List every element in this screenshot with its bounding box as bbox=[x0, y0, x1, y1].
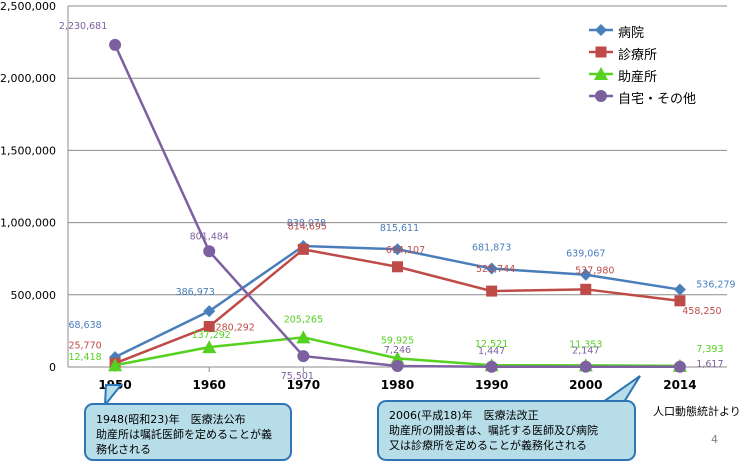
data-label: 59,925 bbox=[381, 335, 414, 346]
y-tick-label: 2,500,000 bbox=[0, 0, 56, 13]
x-tick-label: 2014 bbox=[663, 378, 696, 392]
data-label: 458,250 bbox=[682, 306, 721, 317]
data-point bbox=[108, 358, 123, 372]
data-point bbox=[673, 283, 686, 296]
data-point bbox=[485, 262, 498, 275]
data-label: 537,980 bbox=[575, 265, 614, 276]
legend-swatch bbox=[589, 46, 613, 58]
callout-1948-line1: 1948(昭和23)年 医療法公布 bbox=[96, 413, 246, 426]
data-point bbox=[674, 295, 686, 307]
data-point bbox=[391, 359, 404, 372]
data-point bbox=[202, 340, 217, 354]
data-point bbox=[485, 360, 498, 373]
data-point bbox=[203, 305, 216, 318]
data-label: 11,353 bbox=[569, 339, 602, 350]
x-tick-label: 1960 bbox=[193, 378, 226, 392]
legend-swatch bbox=[589, 90, 613, 102]
legend-marker bbox=[595, 90, 607, 102]
data-label: 536,279 bbox=[696, 280, 735, 291]
y-tick-label: 2,000,000 bbox=[0, 72, 56, 85]
data-label: 7,246 bbox=[384, 345, 411, 356]
data-label: 75,501 bbox=[281, 371, 314, 382]
legend-swatch bbox=[589, 24, 613, 36]
x-tick-label: 1980 bbox=[381, 378, 414, 392]
source-note: 人口動態統計より bbox=[653, 405, 741, 418]
data-label: 681,873 bbox=[472, 243, 511, 254]
data-label: 12,418 bbox=[68, 352, 101, 363]
series-labels-2: 12,418 137,292 205,265 59,925 12,521 11,353 7,… bbox=[68, 314, 723, 363]
data-label: 1,447 bbox=[478, 346, 505, 357]
data-label: 814,695 bbox=[288, 221, 327, 232]
gridlines bbox=[68, 5, 727, 296]
data-point bbox=[673, 360, 686, 373]
series-labels-3: 2,230,681 801,484 75,501 7,246 1,447 2,147 1,6… bbox=[59, 21, 724, 382]
data-label: 801,484 bbox=[190, 231, 229, 242]
data-point bbox=[296, 330, 311, 344]
y-tick-label: 500,000 bbox=[11, 289, 57, 302]
data-label: 386,973 bbox=[176, 287, 215, 298]
callout-2006: 2006(平成18)年 医療法改正 助産所の開設者は、嘱託する医師及び病院 又は… bbox=[377, 400, 636, 461]
data-label: 2,147 bbox=[572, 346, 599, 357]
callout-2006-line3: 又は診療所を定めることが義務化される bbox=[389, 439, 587, 452]
series-labels-0: 68,638 386,973 838,078 815,611 681,873 639,06… bbox=[68, 218, 735, 331]
data-point bbox=[392, 261, 403, 273]
data-point bbox=[203, 321, 215, 333]
series-3 bbox=[109, 38, 686, 373]
data-label: 68,638 bbox=[68, 320, 101, 331]
legend-label: 病院 bbox=[618, 26, 645, 41]
data-label: 815,611 bbox=[380, 223, 419, 234]
plot-area: 68,638 386,973 838,078 815,611 681,873 639,06… bbox=[59, 21, 736, 382]
x-tick-label: 1990 bbox=[475, 378, 508, 392]
legend-marker bbox=[595, 46, 607, 58]
data-point bbox=[391, 243, 404, 256]
callout-2006-line1: 2006(平成18)年 医療法改正 bbox=[389, 409, 539, 422]
page-number: 4 bbox=[711, 433, 718, 446]
y-tick-label: 1,500,000 bbox=[0, 144, 56, 157]
data-point bbox=[579, 268, 592, 281]
data-label: 694,107 bbox=[386, 245, 425, 256]
data-point bbox=[297, 243, 309, 255]
data-point bbox=[486, 285, 498, 297]
data-point bbox=[203, 245, 216, 258]
data-label: 25,770 bbox=[68, 340, 101, 351]
data-point bbox=[297, 350, 310, 363]
callout-1948: 1948(昭和23)年 医療法公布 助産所は嘱託医師を定めることが義務化される bbox=[84, 403, 292, 461]
legend-swatch bbox=[589, 67, 613, 80]
legend-marker bbox=[595, 24, 607, 36]
legend-label: 自宅・その他 bbox=[618, 92, 697, 107]
x-tick-labels: 1950196019701980199020002014 bbox=[98, 378, 696, 392]
x-tick-label: 2000 bbox=[569, 378, 602, 392]
legend-label: 診療所 bbox=[618, 48, 658, 63]
y-tick-labels: 0 500,000 1,000,000 1,500,000 2,000,000 2,500… bbox=[0, 0, 56, 374]
x-tick-label: 1970 bbox=[287, 378, 320, 392]
data-label: 280,292 bbox=[216, 323, 255, 334]
data-label: 2,230,681 bbox=[59, 21, 107, 32]
data-point bbox=[579, 360, 592, 373]
y-tick-label: 0 bbox=[49, 361, 56, 374]
data-label: 1,617 bbox=[696, 359, 723, 370]
callout-2006-line2: 助産所の開設者は、嘱託する医師及び病院 bbox=[389, 424, 598, 437]
data-label: 639,067 bbox=[566, 249, 605, 260]
series-labels-1: 25,770 280,292 814,695 694,107 525,744 537,98… bbox=[68, 221, 721, 351]
data-label: 12,521 bbox=[475, 339, 508, 350]
data-label: 7,393 bbox=[696, 344, 723, 355]
y-tick-label: 1,000,000 bbox=[0, 217, 56, 230]
data-label: 525,744 bbox=[476, 264, 515, 275]
legend-marker bbox=[594, 67, 608, 80]
legend-label: 助産所 bbox=[618, 70, 658, 85]
data-label: 137,292 bbox=[192, 330, 231, 341]
data-point bbox=[580, 283, 592, 295]
callout-2006-pointer bbox=[599, 375, 641, 403]
data-label: 838,078 bbox=[287, 218, 326, 229]
callout-1948-pointer bbox=[103, 384, 124, 409]
data-label: 205,265 bbox=[284, 314, 323, 325]
callout-1948-line2: 助産所は嘱託医師を定めることが義務化される bbox=[96, 428, 272, 456]
data-point bbox=[109, 38, 122, 51]
